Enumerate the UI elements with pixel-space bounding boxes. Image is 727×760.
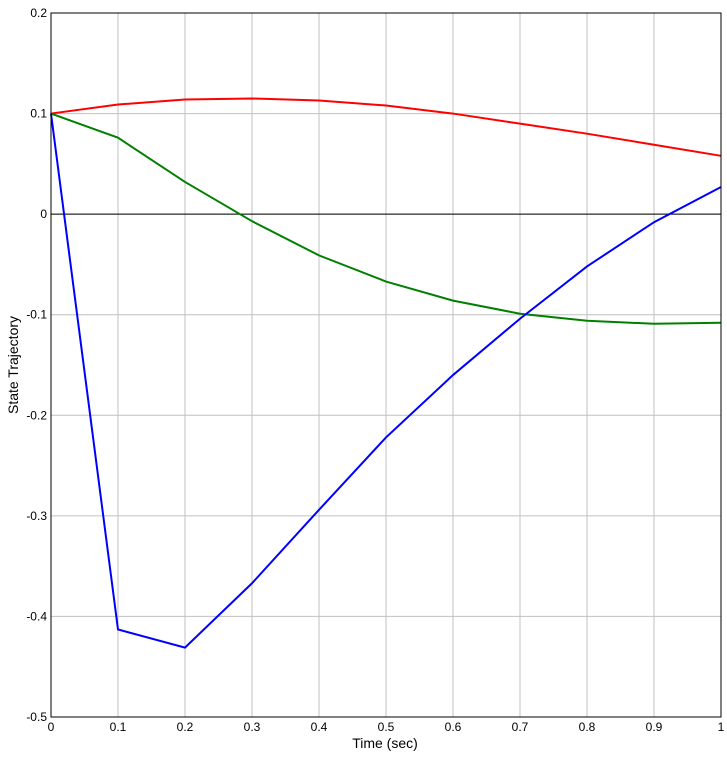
y-tick-label: -0.2	[26, 408, 47, 422]
x-tick-label: 0.9	[646, 720, 663, 734]
y-tick-label: -0.1	[26, 308, 47, 322]
y-tick-label: 0.1	[30, 107, 47, 121]
x-axis-label: Time (sec)	[352, 735, 418, 751]
y-tick-label: -0.4	[26, 609, 47, 623]
x-tick-label: 0.7	[512, 720, 529, 734]
y-tick-label: -0.3	[26, 509, 47, 523]
x-tick-label: 0	[48, 720, 55, 734]
series-group	[50, 97, 722, 649]
x-tick-label: 0.6	[445, 720, 462, 734]
plot-frame	[50, 12, 722, 718]
y-tick-label: 0.2	[30, 6, 47, 20]
grid	[50, 12, 722, 718]
x-tick-label: 0.8	[579, 720, 596, 734]
y-tick-labels: 0.2 0.1 0 -0.1 -0.2 -0.3 -0.4 -0.5	[26, 6, 47, 724]
y-axis-label: State Trajectory	[5, 316, 21, 414]
series-line-2	[50, 113, 722, 649]
x-tick-label: 0.4	[311, 720, 328, 734]
y-tick-label: 0	[40, 207, 47, 221]
x-tick-label: 0.2	[177, 720, 194, 734]
y-tick-label: -0.5	[26, 710, 47, 724]
x-tick-label: 1	[718, 720, 725, 734]
x-tick-labels: 0 0.1 0.2 0.3 0.4 0.5 0.6 0.7 0.8 0.9 1	[48, 720, 725, 734]
x-tick-label: 0.3	[244, 720, 261, 734]
x-tick-label: 0.1	[110, 720, 127, 734]
x-tick-label: 0.5	[378, 720, 395, 734]
series-line-0	[50, 97, 722, 157]
series-line-1	[50, 112, 722, 325]
